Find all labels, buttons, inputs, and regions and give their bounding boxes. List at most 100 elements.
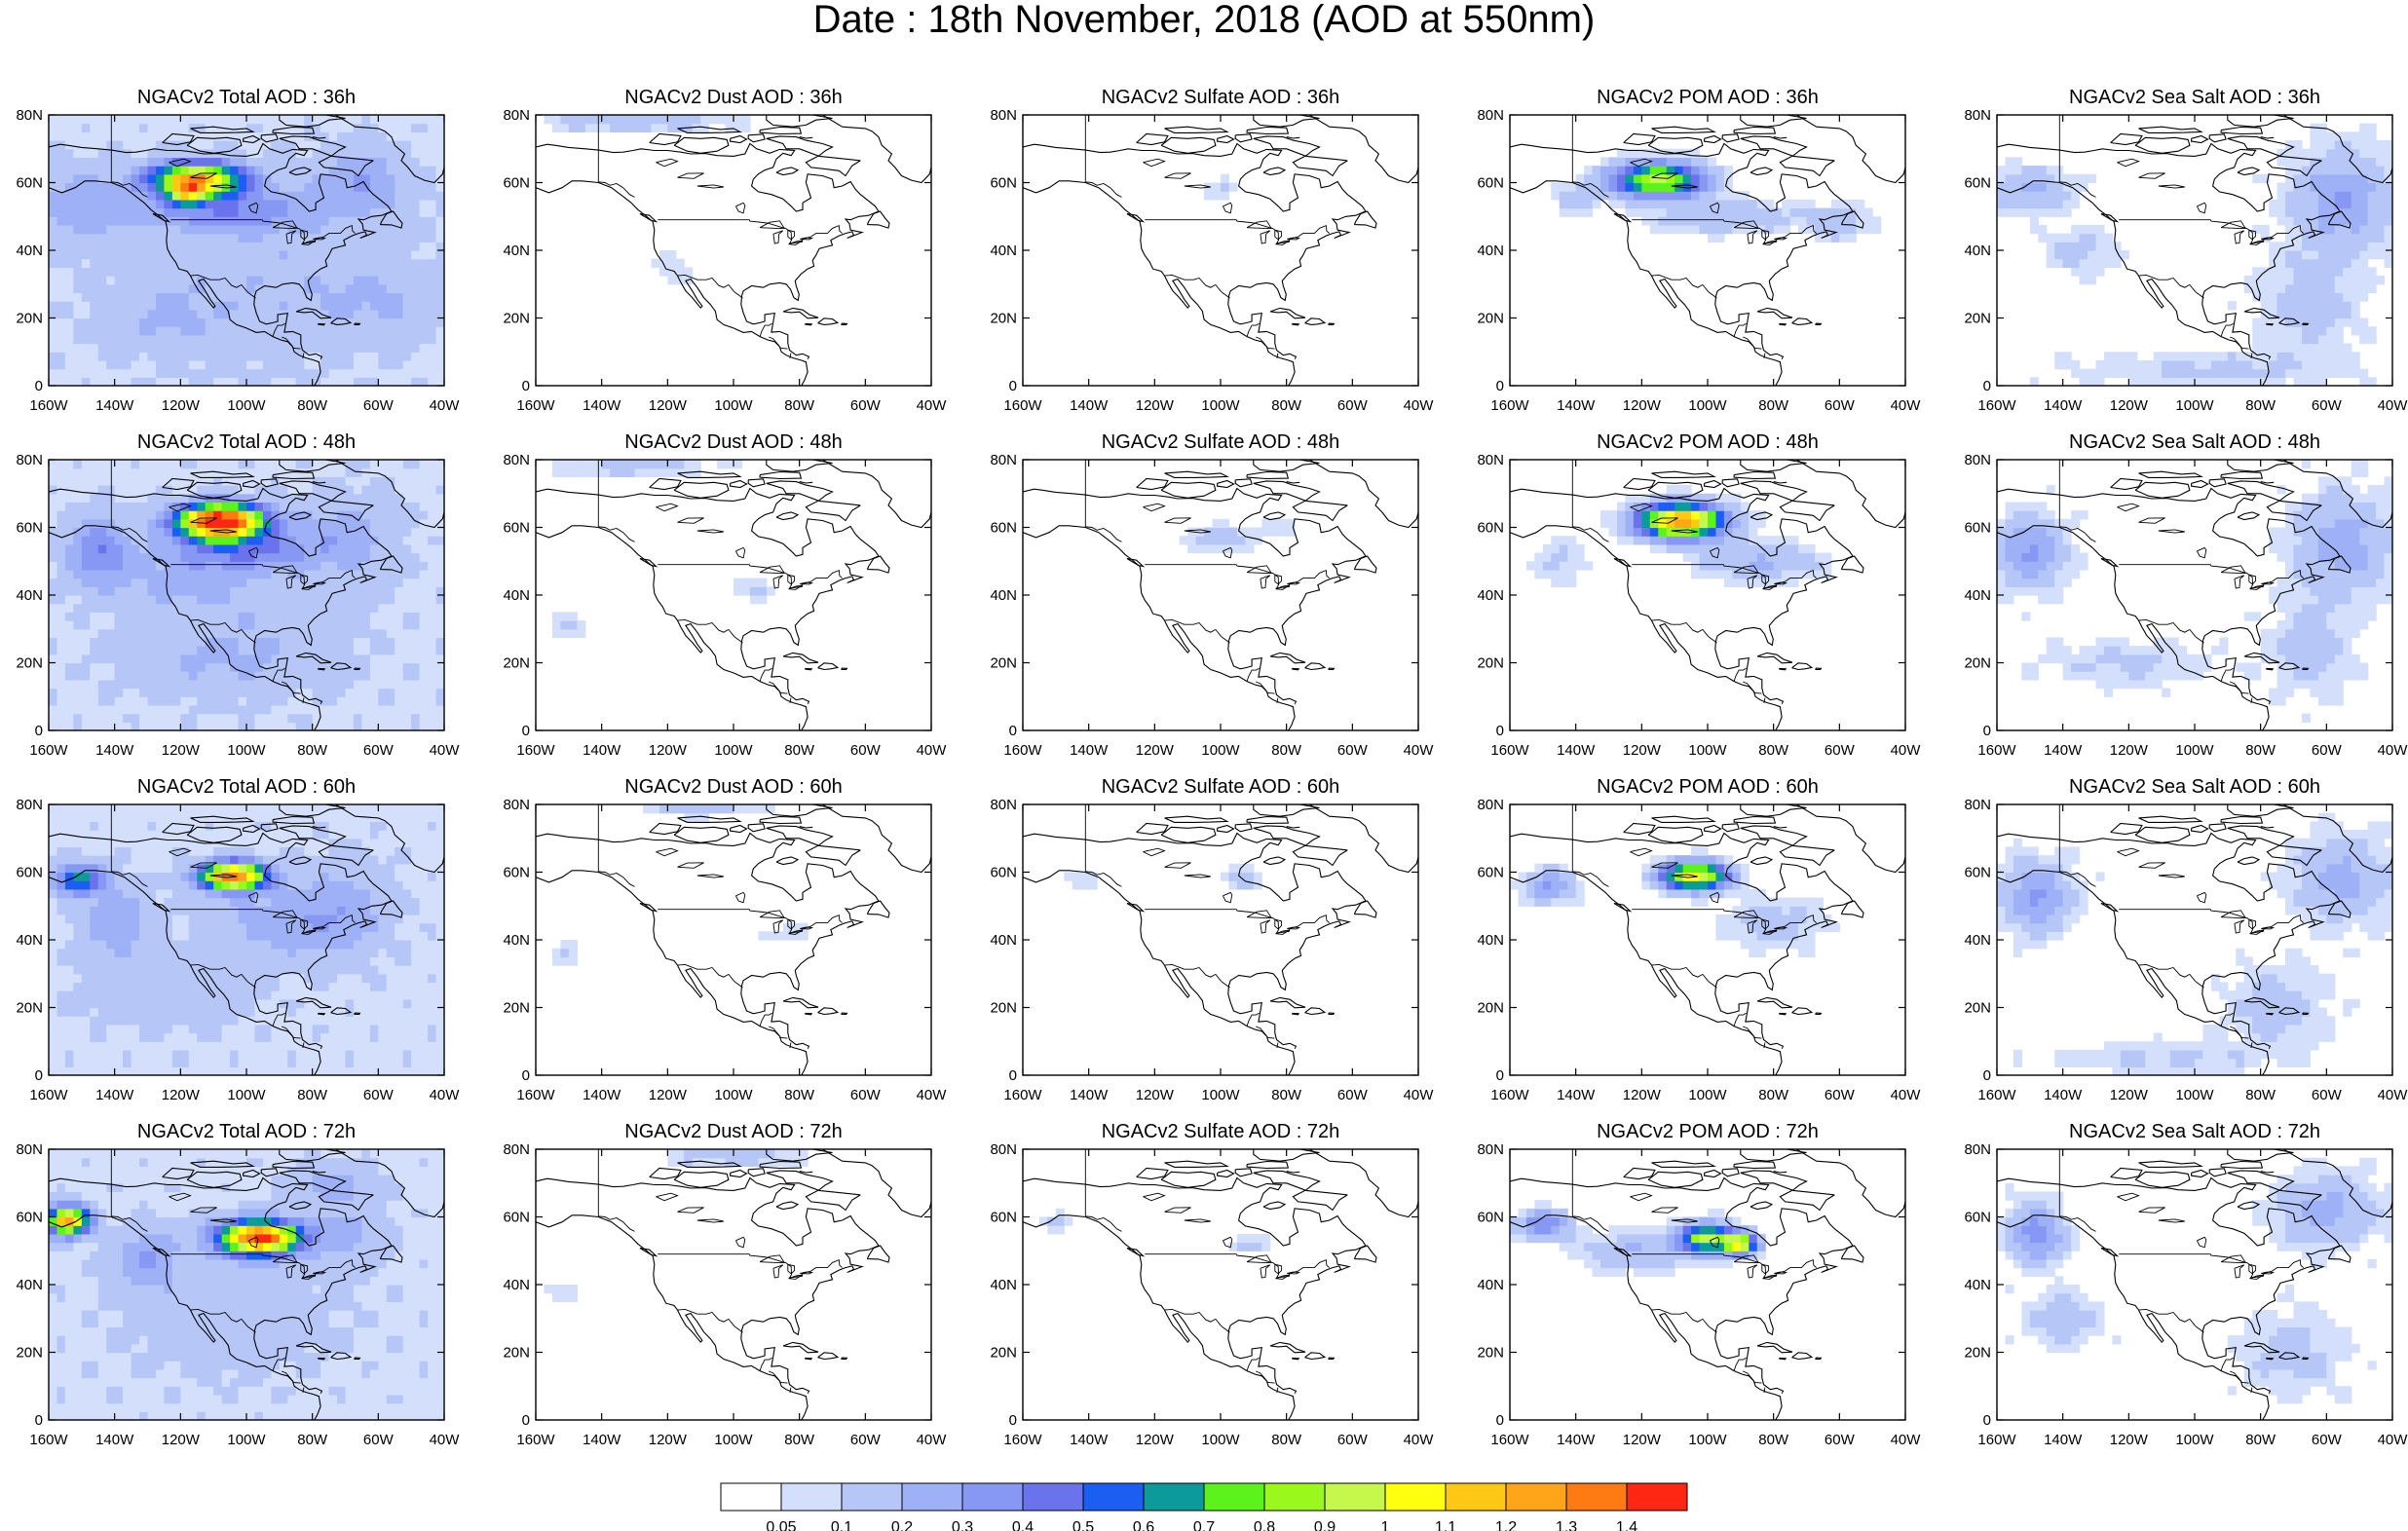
lat-tick-label: 40N <box>503 243 530 259</box>
lon-tick-label: 140W <box>95 397 134 414</box>
lon-tick-label: 100W <box>714 1432 753 1448</box>
colorbar-swatch <box>1203 1482 1265 1512</box>
lat-tick-label: 40N <box>503 587 530 604</box>
lat-tick-label: 0 <box>1983 723 1991 739</box>
lat-tick-label: 60N <box>990 520 1017 537</box>
map-panel: NGACv2 Sea Salt AOD : 48h 160W 140W 120W 100… <box>1964 431 2408 759</box>
lon-tick-label: 120W <box>162 1432 201 1448</box>
lon-tick-label: 80W <box>2245 397 2276 414</box>
colorbar-swatch <box>720 1482 782 1512</box>
colorbar-swatch <box>961 1482 1024 1512</box>
aod-shading <box>49 460 444 730</box>
lat-tick-label: 80N <box>16 452 43 468</box>
lon-tick-label: 160W <box>1490 1432 1529 1448</box>
aod-shading <box>544 1149 809 1302</box>
lon-tick-label: 160W <box>516 1432 555 1448</box>
lon-tick-label: 80W <box>1758 1432 1789 1448</box>
map-panel: NGACv2 Sulfate AOD : 36h 160W 140W 120W 100W… <box>990 87 1434 414</box>
lon-tick-label: 160W <box>29 1432 68 1448</box>
lat-tick-label: 0 <box>1009 1067 1017 1084</box>
lon-tick-label: 60W <box>363 742 395 759</box>
map-frame <box>535 114 932 387</box>
colorbar-label: 0.1 <box>831 1519 852 1531</box>
lat-tick-label: 60N <box>1477 1210 1504 1226</box>
lon-tick-label: 60W <box>1825 1087 1856 1103</box>
lat-tick-label: 80N <box>1477 797 1504 813</box>
lon-tick-label: 160W <box>1490 742 1529 759</box>
map-panel: NGACv2 Sea Salt AOD : 36h 160W 140W 120W 100… <box>1964 87 2408 414</box>
lat-tick-label: 40N <box>1964 932 1991 949</box>
colorbar-label: 0.8 <box>1254 1519 1275 1531</box>
map-panels: NGACv2 Total AOD : 36h 160W 140W 120W 100W 80… <box>16 87 2408 1448</box>
lon-tick-label: 60W <box>1337 1432 1369 1448</box>
lat-tick-label: 60N <box>990 1210 1017 1226</box>
lon-tick-label: 60W <box>2312 1432 2343 1448</box>
lon-tick-label: 80W <box>2245 742 2276 759</box>
lon-tick-label: 80W <box>1758 397 1789 414</box>
map-frame <box>1509 803 1906 1076</box>
lon-tick-label: 60W <box>1337 742 1369 759</box>
lat-tick-label: 20N <box>16 311 43 327</box>
colorbar-label: 0.7 <box>1193 1519 1215 1531</box>
lon-tick-label: 100W <box>1688 1432 1727 1448</box>
lon-tick-label: 40W <box>1891 397 1922 414</box>
map-panel: NGACv2 Dust AOD : 72h 160W 140W 120W 100W 80W… <box>503 1121 947 1448</box>
lat-tick-label: 60N <box>990 175 1017 192</box>
lon-tick-label: 160W <box>1977 742 2016 759</box>
lon-tick-label: 120W <box>2110 1087 2149 1103</box>
map-frame <box>1509 114 1906 387</box>
lon-tick-label: 160W <box>1490 1087 1529 1103</box>
lon-tick-label: 120W <box>649 397 688 414</box>
lat-tick-label: 60N <box>1964 865 1991 881</box>
figure-title: Date : 18th November, 2018 (AOD at 550nm… <box>813 0 1596 41</box>
lat-tick-label: 80N <box>1477 1141 1504 1158</box>
colorbar-swatch <box>1263 1482 1326 1512</box>
lon-tick-label: 120W <box>1623 397 1662 414</box>
lat-tick-label: 40N <box>16 1277 43 1293</box>
lon-tick-label: 160W <box>1003 397 1042 414</box>
panel-title: NGACv2 Total AOD : 36h <box>137 87 356 108</box>
lat-tick-label: 60N <box>503 175 530 192</box>
lon-tick-label: 120W <box>1136 1432 1175 1448</box>
lon-tick-label: 140W <box>1070 397 1109 414</box>
map-panel: NGACv2 Sulfate AOD : 48h 160W 140W 120W 100W… <box>990 431 1434 759</box>
lat-tick-label: 60N <box>503 1210 530 1226</box>
map-panel: NGACv2 POM AOD : 60h 160W 140W 120W 100W 80W 6… <box>1477 776 1921 1103</box>
map-panel: NGACv2 Dust AOD : 36h 160W 140W 120W 100W 80W… <box>503 87 947 414</box>
aod-shading <box>1997 123 2392 386</box>
lat-tick-label: 0 <box>1496 1412 1504 1429</box>
lat-tick-label: 80N <box>990 797 1017 813</box>
lat-tick-label: 20N <box>1964 311 1991 327</box>
aod-shading <box>544 115 751 285</box>
lat-tick-label: 20N <box>16 1000 43 1017</box>
colorbar-swatch <box>1626 1482 1688 1512</box>
lat-tick-label: 60N <box>1964 175 1991 192</box>
map-panel: NGACv2 POM AOD : 72h 160W 140W 120W 100W 80W 6… <box>1477 1121 1921 1448</box>
lon-tick-label: 40W <box>2378 1432 2408 1448</box>
aod-shading <box>1551 148 1882 243</box>
lon-tick-label: 80W <box>1271 1432 1302 1448</box>
lat-tick-label: 60N <box>1477 520 1504 537</box>
lon-tick-label: 140W <box>95 742 134 759</box>
lat-tick-label: 20N <box>16 1345 43 1362</box>
map-panel: NGACv2 POM AOD : 36h 160W 140W 120W 100W 80W 6… <box>1477 87 1921 414</box>
lat-tick-label: 80N <box>503 797 530 813</box>
lon-tick-label: 80W <box>297 1432 328 1448</box>
lon-tick-label: 40W <box>1404 1432 1435 1448</box>
map-frame <box>1509 1148 1906 1421</box>
lon-tick-label: 120W <box>1136 397 1175 414</box>
lon-tick-label: 40W <box>2378 742 2408 759</box>
panel-title: NGACv2 POM AOD : 36h <box>1597 87 1819 108</box>
lon-tick-label: 80W <box>784 1087 815 1103</box>
lon-tick-label: 120W <box>1623 1432 1662 1448</box>
lat-tick-label: 40N <box>16 587 43 604</box>
lon-tick-label: 80W <box>784 1432 815 1448</box>
panel-title: NGACv2 POM AOD : 72h <box>1597 1121 1819 1142</box>
lon-tick-label: 40W <box>430 397 461 414</box>
lon-tick-label: 100W <box>1688 397 1727 414</box>
lon-tick-label: 140W <box>2044 1432 2083 1448</box>
lat-tick-label: 40N <box>1964 1277 1991 1293</box>
lon-tick-label: 160W <box>1490 397 1529 414</box>
lon-tick-label: 120W <box>1136 1087 1175 1103</box>
lat-tick-label: 40N <box>1477 1277 1504 1293</box>
